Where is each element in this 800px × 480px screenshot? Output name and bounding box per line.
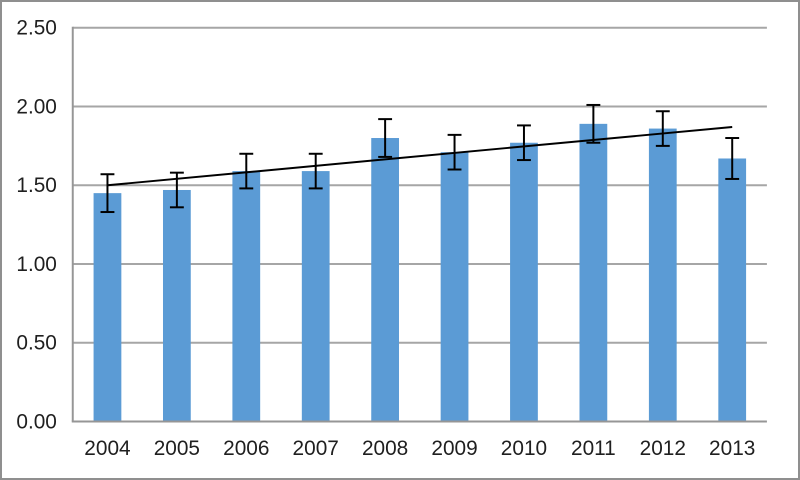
bar-2006 [232,171,261,422]
y-tick-label: 1.00 [16,253,57,276]
x-tick-label: 2012 [640,437,686,460]
y-tick-label: 1.50 [16,174,57,197]
bar-2008 [371,138,400,422]
bar-2013 [718,158,747,422]
x-tick-label: 2011 [571,437,616,460]
y-tick-label: 2.00 [16,95,57,118]
x-tick-label: 2008 [362,437,408,460]
x-tick-label: 2007 [293,437,339,460]
x-tick-label: 2009 [431,437,477,460]
bar-2004 [93,193,122,422]
bar-2007 [301,171,330,422]
trendline [107,126,733,187]
x-tick-label: 2004 [84,437,130,460]
y-tick-label: 2.50 [16,17,57,40]
bar-2011 [579,123,608,422]
y-tick-label: 0.00 [16,410,57,433]
x-tick-label: 2005 [154,437,200,460]
x-tick-label: 2006 [223,437,269,460]
x-tick-label: 2013 [709,437,755,460]
bar-2009 [440,152,469,422]
bar-2010 [510,142,538,422]
bar-2005 [162,189,191,422]
y-tick-label: 0.50 [16,332,57,355]
x-tick-label: 2010 [501,437,547,460]
bar-2012 [648,128,677,422]
